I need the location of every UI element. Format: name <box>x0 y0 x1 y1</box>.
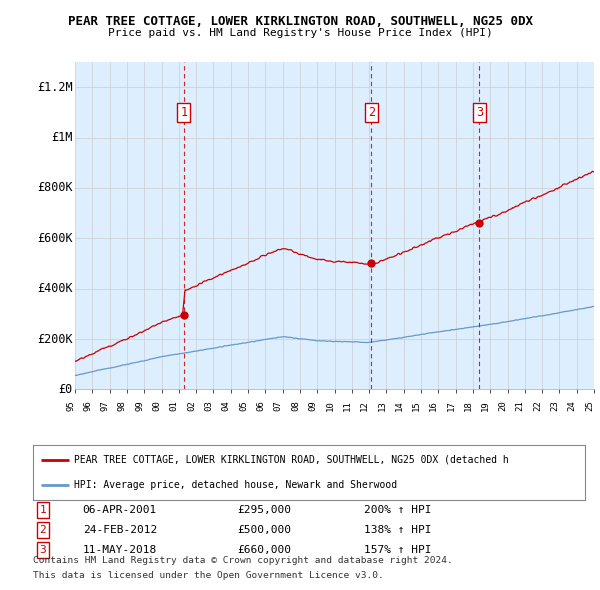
Text: 14: 14 <box>395 400 404 411</box>
Text: 06: 06 <box>256 400 265 411</box>
Text: 25: 25 <box>585 400 594 411</box>
Text: 11: 11 <box>343 400 352 411</box>
Text: Price paid vs. HM Land Registry's House Price Index (HPI): Price paid vs. HM Land Registry's House … <box>107 28 493 38</box>
Text: 2: 2 <box>368 106 375 119</box>
Text: 24-FEB-2012: 24-FEB-2012 <box>83 525 157 535</box>
Text: 24: 24 <box>568 400 577 411</box>
Text: 16: 16 <box>430 400 439 411</box>
Text: 1: 1 <box>180 106 187 119</box>
Text: 3: 3 <box>476 106 483 119</box>
Text: 22: 22 <box>533 400 542 411</box>
Text: 23: 23 <box>550 400 559 411</box>
Text: £0: £0 <box>58 383 73 396</box>
Text: PEAR TREE COTTAGE, LOWER KIRKLINGTON ROAD, SOUTHWELL, NG25 0DX (detached h: PEAR TREE COTTAGE, LOWER KIRKLINGTON ROA… <box>74 455 509 465</box>
Text: 06-APR-2001: 06-APR-2001 <box>83 505 157 515</box>
Text: 20: 20 <box>499 400 508 411</box>
Text: 98: 98 <box>118 400 127 411</box>
Text: 10: 10 <box>325 400 335 411</box>
Text: 200% ↑ HPI: 200% ↑ HPI <box>364 505 432 515</box>
Text: 1: 1 <box>40 505 46 515</box>
Text: Contains HM Land Registry data © Crown copyright and database right 2024.: Contains HM Land Registry data © Crown c… <box>33 556 453 565</box>
Text: 11-MAY-2018: 11-MAY-2018 <box>83 545 157 555</box>
Text: £400K: £400K <box>37 282 73 295</box>
Text: 97: 97 <box>101 400 110 411</box>
Text: £200K: £200K <box>37 333 73 346</box>
Text: HPI: Average price, detached house, Newark and Sherwood: HPI: Average price, detached house, Newa… <box>74 480 398 490</box>
Text: 12: 12 <box>360 400 369 411</box>
Text: 95: 95 <box>66 400 75 411</box>
Text: 07: 07 <box>274 400 283 411</box>
Text: 08: 08 <box>291 400 300 411</box>
Text: 13: 13 <box>377 400 386 411</box>
Text: 05: 05 <box>239 400 248 411</box>
Text: 99: 99 <box>135 400 144 411</box>
Text: 157% ↑ HPI: 157% ↑ HPI <box>364 545 432 555</box>
Text: £600K: £600K <box>37 232 73 245</box>
Text: £660,000: £660,000 <box>237 545 291 555</box>
Text: £1.2M: £1.2M <box>37 81 73 94</box>
Text: £800K: £800K <box>37 181 73 194</box>
Text: This data is licensed under the Open Government Licence v3.0.: This data is licensed under the Open Gov… <box>33 571 384 579</box>
Text: 15: 15 <box>412 400 421 411</box>
Text: £295,000: £295,000 <box>237 505 291 515</box>
Text: 00: 00 <box>152 400 161 411</box>
Text: 2: 2 <box>40 525 46 535</box>
Text: 96: 96 <box>83 400 92 411</box>
Text: 19: 19 <box>481 400 490 411</box>
Text: 01: 01 <box>170 400 179 411</box>
Text: 03: 03 <box>205 400 214 411</box>
Text: £500,000: £500,000 <box>237 525 291 535</box>
Text: PEAR TREE COTTAGE, LOWER KIRKLINGTON ROAD, SOUTHWELL, NG25 0DX: PEAR TREE COTTAGE, LOWER KIRKLINGTON ROA… <box>67 15 533 28</box>
Text: 138% ↑ HPI: 138% ↑ HPI <box>364 525 432 535</box>
Text: 17: 17 <box>446 400 455 411</box>
Text: 3: 3 <box>40 545 46 555</box>
Text: 02: 02 <box>187 400 196 411</box>
Text: 18: 18 <box>464 400 473 411</box>
Text: 04: 04 <box>222 400 231 411</box>
Text: 09: 09 <box>308 400 317 411</box>
Text: £1M: £1M <box>51 131 73 144</box>
Text: 21: 21 <box>516 400 525 411</box>
